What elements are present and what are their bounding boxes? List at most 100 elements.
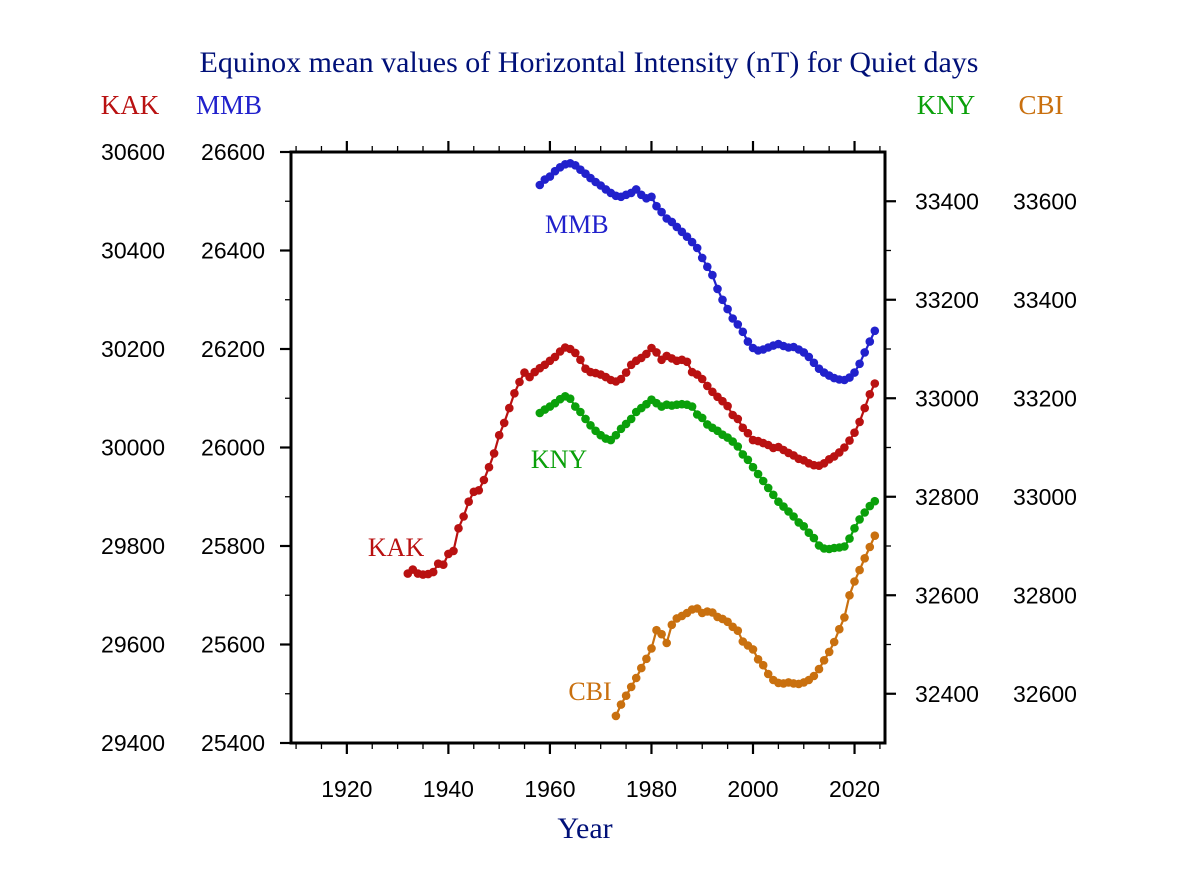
data-point bbox=[631, 185, 641, 194]
data-point bbox=[733, 320, 743, 329]
data-point bbox=[865, 390, 875, 399]
y-tick-label: 25400 bbox=[201, 730, 265, 756]
y-tick-label: 33200 bbox=[1013, 385, 1077, 411]
data-point bbox=[748, 462, 758, 472]
data-point bbox=[647, 192, 656, 202]
data-point bbox=[870, 379, 880, 388]
data-point bbox=[733, 414, 743, 424]
x-axis-title: Year bbox=[557, 812, 613, 845]
y-tick-label: 30200 bbox=[101, 336, 165, 362]
y-tick-labels-mmb: 26600 26400 26200 26000 25800 25600 25400 bbox=[201, 139, 265, 756]
x-tick-label: 1960 bbox=[524, 776, 575, 802]
station-header-mmb: MMB bbox=[195, 90, 263, 120]
x-tick-label: 2000 bbox=[727, 776, 778, 802]
data-point bbox=[804, 528, 814, 537]
data-point bbox=[626, 414, 636, 424]
y-tick-label: 33400 bbox=[915, 188, 979, 214]
data-point bbox=[840, 443, 849, 452]
data-point bbox=[708, 270, 717, 280]
data-point bbox=[581, 414, 590, 424]
data-point bbox=[611, 711, 621, 721]
data-point bbox=[809, 671, 819, 681]
data-point bbox=[505, 403, 514, 413]
station-header-kak: KAK bbox=[100, 90, 160, 120]
series-line-cbi bbox=[614, 535, 876, 717]
y-tick-label: 32600 bbox=[1013, 681, 1077, 707]
data-point bbox=[718, 295, 727, 305]
data-point bbox=[850, 524, 859, 533]
y-tick-labels-kak: 30600 30400 30200 30000 29800 29600 29400 bbox=[101, 139, 165, 756]
data-point bbox=[667, 620, 677, 630]
data-point bbox=[763, 483, 773, 493]
data-point bbox=[687, 402, 697, 411]
data-point bbox=[565, 394, 575, 404]
data-point bbox=[479, 475, 489, 485]
y-tick-label: 29600 bbox=[101, 632, 165, 658]
data-point bbox=[576, 407, 585, 417]
data-point bbox=[743, 428, 753, 438]
series-label-kak: KAK bbox=[368, 533, 425, 562]
data-point bbox=[626, 682, 636, 692]
data-point bbox=[738, 423, 748, 433]
x-axis: 1920 1940 1960 1980 2000 2020 bbox=[295, 141, 881, 802]
data-point bbox=[804, 352, 814, 362]
series-label-cbi: CBI bbox=[568, 677, 611, 706]
station-header-cbi: CBI bbox=[1018, 90, 1064, 120]
data-point bbox=[515, 377, 524, 387]
data-point bbox=[753, 469, 763, 479]
data-point bbox=[616, 374, 626, 384]
data-point bbox=[860, 554, 869, 563]
data-point bbox=[870, 531, 880, 540]
data-point bbox=[454, 524, 463, 533]
x-tick-label: 1920 bbox=[321, 776, 372, 802]
data-point bbox=[637, 663, 646, 673]
data-point bbox=[769, 490, 778, 500]
data-point bbox=[642, 654, 651, 664]
data-point bbox=[621, 691, 631, 700]
x-tick-label: 1940 bbox=[423, 776, 474, 802]
data-point bbox=[738, 450, 748, 459]
data-point bbox=[850, 577, 859, 586]
data-point bbox=[835, 624, 844, 634]
series-mmb: MMB bbox=[535, 159, 880, 385]
data-point bbox=[550, 352, 560, 362]
x-tick-label: 2020 bbox=[829, 776, 880, 802]
data-point bbox=[763, 669, 773, 679]
data-point bbox=[692, 243, 702, 253]
y-tick-label: 26400 bbox=[201, 238, 265, 264]
data-point bbox=[449, 546, 458, 556]
data-point bbox=[439, 560, 448, 569]
y-tick-label: 33400 bbox=[1013, 287, 1077, 313]
data-point bbox=[738, 327, 748, 337]
data-point bbox=[464, 497, 474, 507]
data-point bbox=[703, 262, 712, 272]
data-point bbox=[535, 180, 545, 190]
data-point bbox=[545, 172, 555, 181]
data-point bbox=[586, 421, 595, 430]
data-point bbox=[621, 368, 631, 377]
data-point bbox=[723, 401, 732, 411]
y-tick-labels-kny: 33400 33200 33000 32800 32600 32400 bbox=[915, 188, 979, 707]
data-point bbox=[758, 476, 768, 486]
y-tick-labels-cbi: 33600 33400 33200 33000 32800 32600 bbox=[1013, 188, 1077, 707]
data-point bbox=[860, 403, 869, 413]
data-point bbox=[870, 326, 880, 336]
data-point bbox=[576, 355, 585, 365]
data-point bbox=[459, 512, 468, 521]
series-cbi: CBI bbox=[568, 531, 880, 721]
data-point bbox=[571, 348, 580, 358]
y-tick-label: 30600 bbox=[101, 139, 165, 165]
data-point bbox=[682, 232, 692, 241]
y-tick-label: 29400 bbox=[101, 730, 165, 756]
station-header-kny: KNY bbox=[916, 90, 976, 120]
data-point bbox=[489, 449, 499, 458]
data-point bbox=[703, 381, 712, 391]
data-point bbox=[840, 542, 849, 551]
data-point bbox=[728, 314, 737, 323]
data-point bbox=[789, 512, 798, 521]
y-tick-label: 33200 bbox=[915, 287, 979, 313]
data-point bbox=[652, 201, 661, 211]
data-point bbox=[631, 673, 641, 683]
